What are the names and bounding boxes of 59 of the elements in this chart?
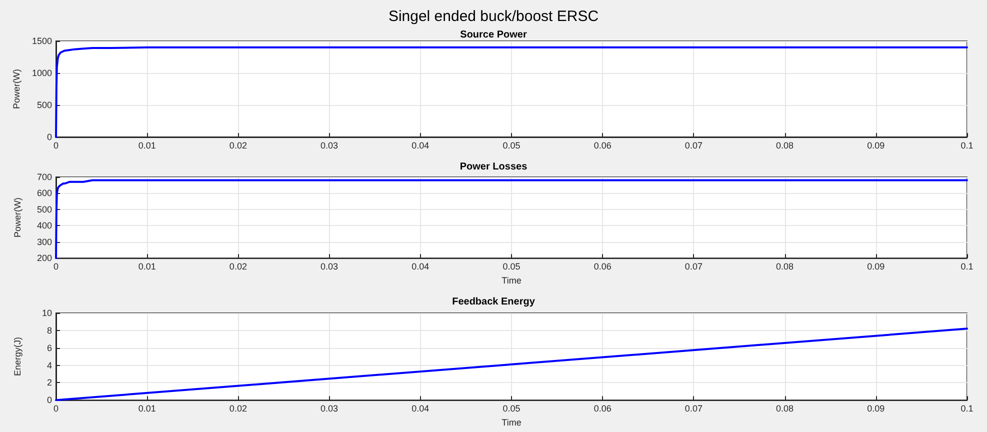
- x-tick-label: 0.02: [229, 404, 247, 414]
- y-tick-label: 600: [36, 188, 52, 198]
- x-tick-label: 0.01: [138, 262, 156, 272]
- x-tick-label: 0.02: [229, 262, 247, 272]
- x-tick-label: 0.08: [776, 140, 794, 150]
- x-tick-label: 0.07: [684, 140, 702, 150]
- y-tick-label: 300: [36, 236, 52, 247]
- y-axis-title: Power(W): [12, 198, 22, 238]
- x-tick-label: 0.1: [960, 262, 974, 272]
- line-series: [55, 179, 968, 260]
- x-tick-label: 0.04: [412, 404, 430, 414]
- chart-title: Singel ended buck/boost ERSC: [388, 8, 599, 25]
- x-axis-title: Time: [502, 276, 522, 286]
- x-tick-label: 0.03: [320, 404, 338, 414]
- x-tick-label: 0.04: [412, 140, 430, 150]
- x-tick-label: 0: [53, 140, 59, 150]
- y-tick-label: 10: [42, 308, 52, 318]
- x-tick-label: 0.07: [684, 262, 702, 272]
- y-axis-title: Energy(J): [12, 337, 22, 376]
- x-tick-label: 0.09: [867, 404, 885, 414]
- y-tick-label: 0: [46, 132, 52, 142]
- x-axis-title: Time: [502, 418, 522, 428]
- y-tick-label: 4: [46, 360, 52, 370]
- y-tick-label: 2: [46, 378, 52, 388]
- x-tick-label: 0.06: [594, 262, 612, 272]
- x-tick-label: 0.1: [960, 140, 974, 150]
- x-tick-label: 0.05: [502, 404, 520, 414]
- x-tick-label: 0.09: [867, 140, 885, 150]
- x-tick-label: 0.03: [320, 262, 338, 272]
- x-tick-label: 0.05: [502, 140, 520, 150]
- y-tick-label: 700: [36, 172, 52, 182]
- y-tick-label: 1500: [32, 36, 52, 46]
- y-tick-label: 6: [46, 342, 52, 353]
- y-tick-label: 400: [36, 220, 52, 231]
- x-tick-label: 0.06: [594, 140, 612, 150]
- x-tick-label: 0: [53, 262, 59, 272]
- x-tick-label: 0.07: [684, 404, 702, 414]
- x-tick-label: 0.08: [776, 404, 794, 414]
- y-tick-label: 8: [46, 325, 52, 336]
- y-tick-label: 500: [36, 204, 52, 214]
- x-tick-label: 0.04: [412, 262, 430, 272]
- chart-title: Feedback Energy: [452, 296, 536, 308]
- y-axis-title: Power(W): [12, 69, 22, 109]
- x-tick-label: 0: [53, 404, 59, 414]
- chart-title: Power Losses: [460, 162, 528, 172]
- x-tick-label: 0.09: [867, 262, 885, 272]
- chart-subtitle: Source Power: [460, 30, 527, 40]
- x-tick-label: 0.03: [320, 140, 338, 150]
- x-tick-label: 0.06: [594, 404, 612, 414]
- x-tick-label: 0.01: [138, 404, 156, 414]
- y-tick-label: 0: [46, 395, 52, 406]
- y-tick-label: 500: [36, 100, 52, 110]
- x-tick-label: 0.1: [960, 404, 974, 414]
- y-tick-label: 1000: [32, 68, 52, 78]
- x-tick-label: 0.02: [229, 140, 247, 150]
- x-tick-label: 0.08: [776, 262, 794, 272]
- y-tick-label: 200: [36, 253, 52, 264]
- x-tick-label: 0.05: [502, 262, 520, 272]
- x-tick-label: 0.01: [138, 140, 156, 150]
